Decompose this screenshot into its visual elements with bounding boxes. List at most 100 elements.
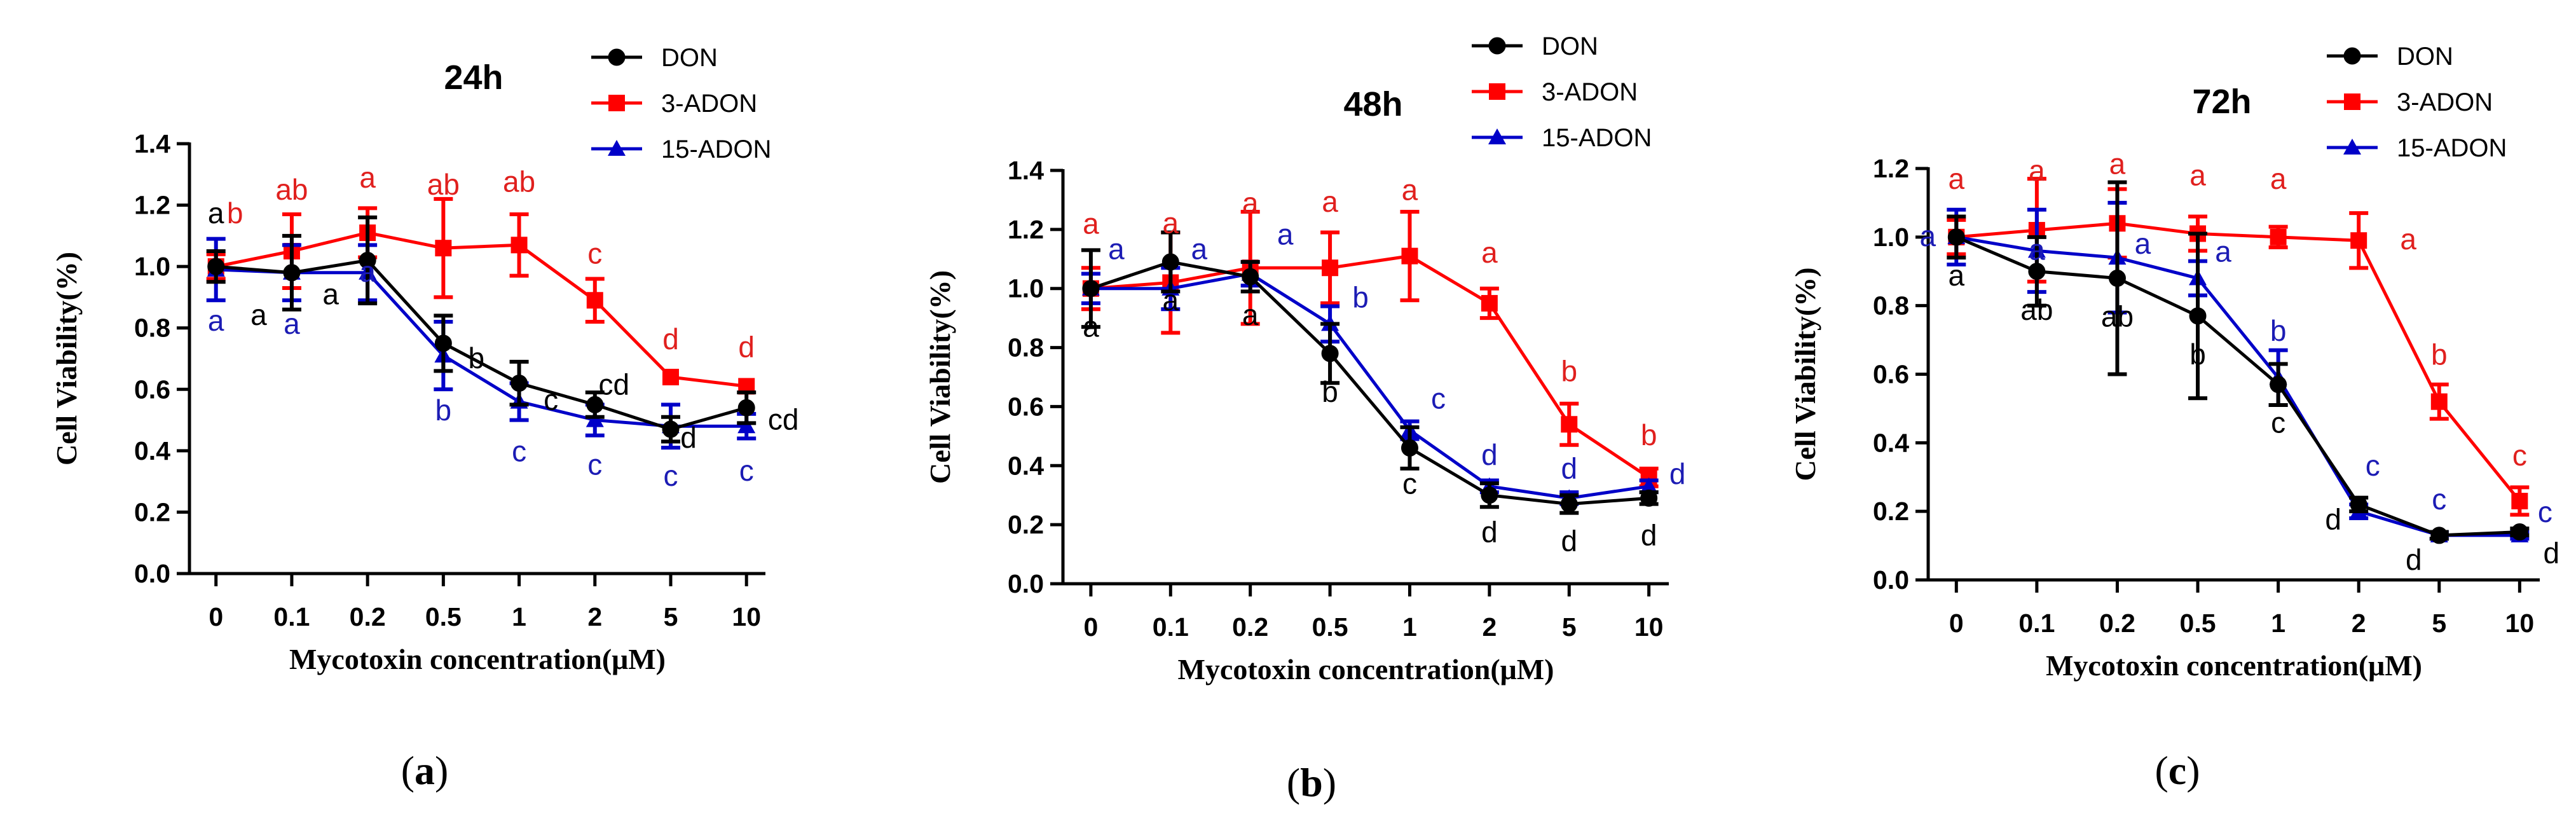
x-tick-label: 5 <box>2432 609 2446 638</box>
significance-letter: b <box>469 341 485 375</box>
data-point <box>662 368 679 385</box>
x-axis-label: Mycotoxin concentration(μM) <box>2046 649 2422 682</box>
data-point <box>586 396 604 413</box>
significance-letter: a <box>208 304 224 337</box>
panel-caption-letter: c <box>2168 748 2186 793</box>
chart-panel-c: 0.0 0.2 0.4 0.6 0.8 1.0 1.2 0 0.1 0.2 0.5 1 2 5 10 Myco… <box>1789 43 2559 793</box>
x-tick-label: 2 <box>587 602 602 631</box>
data-point <box>1322 259 1339 277</box>
y-tick-label: 0.8 <box>1873 291 1909 320</box>
significance-letter: b <box>435 394 452 427</box>
significance-letter: a <box>1108 233 1125 266</box>
series-3-adon <box>1081 210 1659 488</box>
chart-title: 72h <box>2192 83 2251 121</box>
series-line <box>216 258 747 431</box>
legend-marker <box>1489 83 1505 100</box>
panel-caption: (c) <box>2155 748 2200 793</box>
significance-letter: a <box>1242 298 1259 331</box>
significance-letter: a <box>1083 207 1099 240</box>
significance-letter: a <box>322 277 339 310</box>
data-point <box>2430 393 2448 410</box>
legend-marker <box>608 48 626 66</box>
series-don <box>1947 180 2530 544</box>
significance-letter: a <box>2189 158 2206 191</box>
data-point <box>1640 489 1658 507</box>
significance-letter: d <box>1669 457 1686 490</box>
legend-label: DON <box>661 44 718 72</box>
data-point <box>2270 376 2287 394</box>
y-tick-label: 1.2 <box>134 191 170 220</box>
panel-caption-paren: ( <box>401 748 414 793</box>
legend-label: 3-ADON <box>1542 78 1638 106</box>
legend-label: 15-ADON <box>1542 124 1652 152</box>
legend-label: 15-ADON <box>2397 134 2507 162</box>
x-tick-label: 0.1 <box>273 602 310 631</box>
data-point <box>586 292 603 309</box>
panel-caption-paren: ( <box>2155 748 2168 793</box>
data-point <box>510 237 528 254</box>
x-tick-label: 10 <box>1634 612 1664 642</box>
significance-letter: a <box>1481 236 1498 269</box>
panel-caption-paren: ) <box>435 748 448 793</box>
significance-letter: a <box>1191 233 1207 266</box>
significance-letter: d <box>662 322 679 355</box>
y-tick-label: 0.0 <box>1873 565 1909 595</box>
significance-letter: a <box>1083 310 1099 343</box>
significance-letter: a <box>1920 219 1936 252</box>
data-point <box>662 420 680 438</box>
significance-letter: d <box>680 421 697 454</box>
x-tick-label: 0 <box>1083 612 1098 642</box>
data-point <box>207 258 225 275</box>
data-point <box>1481 486 1498 504</box>
series-line <box>1090 254 1650 479</box>
panel-caption-letter: a <box>414 748 435 793</box>
data-point <box>1242 268 1259 286</box>
significance-letter: c <box>544 383 558 417</box>
significance-letter: a <box>2270 162 2287 195</box>
significance-letter: d <box>1561 451 1577 485</box>
data-point <box>1640 477 1658 493</box>
significance-letter: d <box>2325 502 2341 535</box>
significance-letter: d <box>1641 518 1657 551</box>
significance-letter: c <box>2538 495 2552 528</box>
y-tick-label: 0.4 <box>1873 428 1909 457</box>
significance-letter: b <box>1352 280 1369 313</box>
y-tick-label: 0.8 <box>1008 333 1044 362</box>
significance-letter: a <box>2400 223 2416 256</box>
y-tick-label: 1.4 <box>134 129 170 158</box>
panel-caption: (a) <box>401 748 449 793</box>
significance-letter: ab <box>2020 293 2053 326</box>
series-don <box>1081 230 1659 515</box>
series-don <box>206 215 757 444</box>
significance-letter: c <box>739 454 754 487</box>
significance-letter: c <box>2432 483 2446 516</box>
significance-letter: ab <box>503 165 535 198</box>
x-tick-label: 0 <box>209 602 223 631</box>
significance-letter: d <box>1561 525 1577 558</box>
legend: DON 3-ADON 15-ADON <box>2327 43 2507 162</box>
significance-letter: c <box>2366 449 2380 482</box>
significance-letter: ab <box>427 168 460 201</box>
x-tick-label: 5 <box>664 602 678 631</box>
data-point <box>2028 263 2046 280</box>
series-line <box>1956 235 2520 537</box>
series-line <box>1090 260 1649 506</box>
data-point <box>283 264 301 282</box>
significance-letter: ab <box>2101 300 2134 333</box>
y-tick-label: 1.0 <box>134 252 170 281</box>
significance-letter: a <box>2135 227 2151 260</box>
legend-label: 3-ADON <box>661 90 757 118</box>
panel-caption-letter: b <box>1300 760 1323 805</box>
y-tick-label: 0.6 <box>1873 360 1909 389</box>
significance-letter: c <box>663 459 678 492</box>
data-point <box>2108 270 2126 287</box>
panel-caption: (b) <box>1287 760 1336 805</box>
y-tick-label: 0.8 <box>134 313 170 343</box>
data-point <box>586 411 604 427</box>
x-tick-label: 0 <box>1949 609 1964 638</box>
significance-letter: a <box>2215 235 2231 268</box>
panel-caption-paren: ) <box>2186 748 2200 793</box>
x-tick-label: 1 <box>2271 609 2285 638</box>
x-tick-label: 5 <box>1562 612 1577 642</box>
